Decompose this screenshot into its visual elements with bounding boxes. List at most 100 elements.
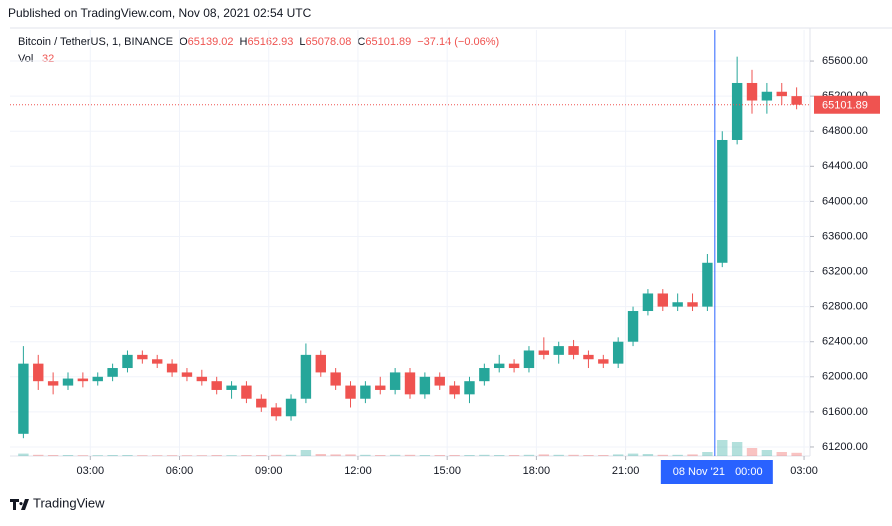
volume-bar — [47, 455, 59, 456]
candle-body — [181, 372, 193, 377]
x-tick-label: 03:00 — [790, 465, 818, 477]
y-tick-label: 64000.00 — [822, 195, 868, 207]
volume-bar — [226, 455, 237, 456]
volume-bar — [687, 454, 698, 456]
candle-body — [18, 363, 29, 434]
volume-bar — [152, 455, 163, 456]
volume-bar — [449, 455, 460, 456]
volume-label: Vol — [18, 53, 33, 65]
volume-bar — [77, 455, 89, 456]
x-tick-label: 21:00 — [612, 465, 640, 477]
y-tick-label: 64400.00 — [822, 160, 868, 172]
volume-bar — [553, 454, 564, 456]
candle-body — [33, 363, 44, 382]
volume-bar — [702, 452, 713, 456]
y-tick-label: 63200.00 — [822, 265, 868, 277]
legend-key: C — [357, 36, 365, 48]
legend-value: 65139.02 — [188, 36, 234, 48]
y-tick-label: 62000.00 — [822, 371, 868, 383]
candle-body — [627, 311, 639, 342]
candle-body — [315, 354, 326, 373]
candle-body — [791, 96, 802, 105]
volume-bar — [62, 455, 74, 456]
volume-bar — [33, 454, 44, 456]
candle-body — [122, 354, 133, 369]
footer-logo — [10, 499, 29, 510]
volume-bar — [419, 455, 431, 456]
volume-bar — [538, 454, 550, 456]
volume-bar — [583, 455, 594, 456]
volume-bar — [241, 455, 252, 456]
volume-bar — [523, 454, 535, 456]
volume-bar — [791, 452, 802, 456]
candle-body — [761, 91, 773, 101]
volume-bar — [18, 453, 29, 456]
crosshair-time: 00:00 — [735, 466, 763, 478]
volume-bar — [256, 455, 267, 456]
candle-body — [47, 381, 59, 386]
volume-bar — [270, 454, 282, 456]
candle-body — [285, 398, 297, 417]
candle-body — [523, 350, 535, 369]
volume-bar — [657, 454, 668, 456]
legend: Bitcoin / TetherUS, 1, BINANCE O65139.02 H… — [18, 36, 499, 65]
volume-bar — [672, 454, 683, 456]
y-tick-label: 63600.00 — [822, 230, 868, 242]
candle-body — [538, 350, 550, 355]
candle-body — [583, 354, 594, 360]
candle-body — [508, 363, 520, 369]
candle-body — [598, 359, 609, 364]
volume-bar — [464, 455, 475, 456]
x-tick-label: 06:00 — [166, 465, 194, 477]
volume-bar — [300, 450, 312, 456]
volume-bar — [211, 455, 222, 456]
legend-value: 65101.89 — [365, 36, 411, 48]
candle-body — [137, 354, 148, 360]
candle-body — [211, 381, 222, 390]
candle-body — [717, 139, 728, 263]
candle-body — [449, 385, 460, 395]
candle-body — [241, 385, 252, 399]
volume-bar — [166, 455, 178, 456]
candle-body — [270, 407, 282, 417]
candle-body — [330, 372, 341, 386]
legend-key: H — [240, 36, 248, 48]
volume-bar — [776, 452, 787, 456]
volume-bar — [375, 455, 386, 456]
candle-body — [731, 82, 743, 140]
volume-bar — [196, 455, 208, 456]
legend-line: Bitcoin / TetherUS, 1, BINANCE O65139.02 H… — [18, 36, 499, 48]
volume-bar — [642, 454, 654, 456]
volume-bar — [746, 448, 758, 456]
y-tick-label: 61200.00 — [822, 441, 868, 453]
legend-key: L — [299, 36, 305, 48]
volume-bar — [389, 454, 401, 456]
candle-body — [389, 372, 401, 390]
x-tick-label: 09:00 — [255, 465, 283, 477]
y-tick-label: 61600.00 — [822, 406, 868, 418]
legend-change: −37.14 (−0.06%) — [417, 36, 499, 48]
volume-bar — [761, 450, 773, 456]
volume-bar — [285, 454, 297, 456]
last-price-box — [814, 95, 880, 114]
volume-bar — [434, 455, 445, 456]
volume-bar — [315, 454, 326, 456]
candle-body — [464, 381, 475, 395]
volume-bar — [92, 455, 103, 456]
crosshair-date: 08 Nov '21 — [673, 466, 725, 478]
volume-bar — [717, 440, 728, 456]
candle-body — [375, 385, 386, 390]
candle-body — [419, 376, 431, 395]
footer-brand: TradingView — [33, 495, 105, 510]
candle-body — [404, 372, 416, 395]
candle-body — [612, 341, 624, 364]
y-tick-label: 62400.00 — [822, 336, 868, 348]
y-tick-label: 64800.00 — [822, 125, 868, 137]
candle-body — [196, 376, 208, 382]
volume-bar — [137, 455, 148, 456]
candle-body — [360, 385, 371, 399]
volume-bar — [181, 455, 193, 456]
candle-body — [345, 385, 356, 399]
volume-bar — [568, 454, 579, 456]
